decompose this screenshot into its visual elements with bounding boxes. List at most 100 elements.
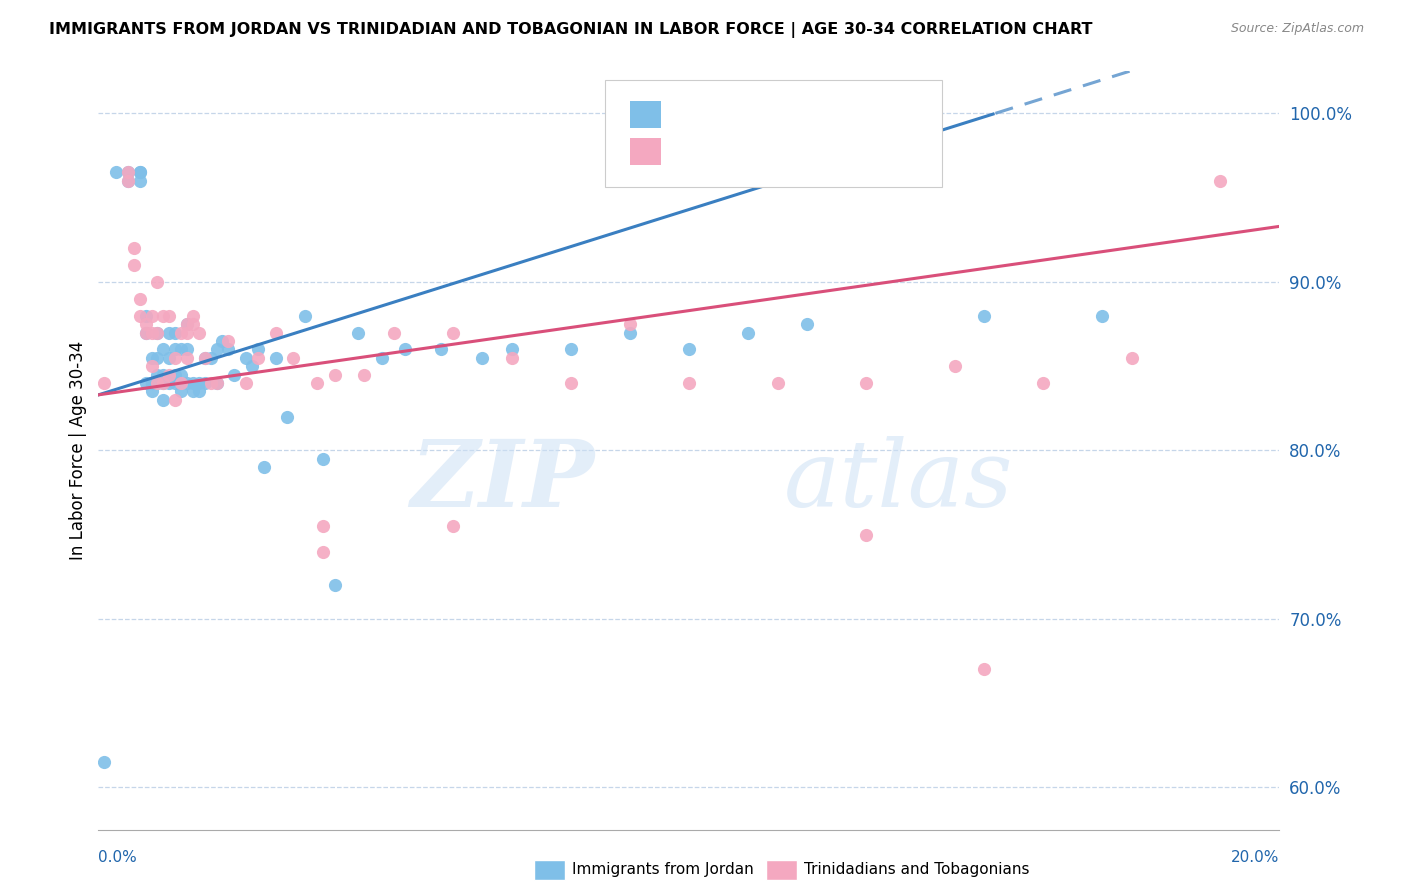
Text: Trinidadians and Tobagonians: Trinidadians and Tobagonians: [804, 863, 1029, 877]
Point: [294, 309, 316, 323]
Point: [117, 165, 139, 179]
Point: [1209, 174, 1232, 188]
Point: [371, 351, 394, 365]
Point: [117, 165, 139, 179]
Point: [1091, 309, 1114, 323]
Point: [146, 275, 169, 289]
Point: [152, 376, 174, 390]
Point: [176, 376, 198, 390]
Y-axis label: In Labor Force | Age 30-34: In Labor Force | Age 30-34: [69, 341, 87, 560]
Point: [157, 326, 180, 340]
Point: [176, 343, 198, 357]
Point: [353, 368, 375, 382]
Point: [141, 359, 163, 374]
Point: [766, 376, 789, 390]
Point: [217, 334, 239, 348]
Point: [471, 351, 494, 365]
Point: [176, 326, 198, 340]
Point: [181, 384, 204, 399]
Point: [560, 343, 582, 357]
Point: [323, 368, 346, 382]
Point: [973, 663, 995, 677]
Point: [943, 359, 966, 374]
Point: [347, 326, 370, 340]
Point: [152, 309, 174, 323]
Point: [1032, 376, 1054, 390]
Point: [181, 309, 204, 323]
Point: [122, 241, 145, 255]
Point: [1121, 351, 1143, 365]
Point: [235, 351, 257, 365]
Point: [152, 368, 174, 382]
Point: [187, 384, 209, 399]
Point: [855, 376, 877, 390]
Point: [187, 326, 209, 340]
Point: [93, 376, 115, 390]
Point: [441, 519, 464, 533]
Point: [181, 376, 204, 390]
Point: [135, 326, 157, 340]
Point: [146, 326, 169, 340]
Point: [176, 351, 198, 365]
Point: [312, 451, 335, 466]
Point: [737, 326, 759, 340]
Point: [200, 351, 222, 365]
Point: [165, 392, 187, 407]
Point: [176, 317, 198, 331]
Point: [170, 384, 193, 399]
Point: [501, 351, 523, 365]
Point: [430, 343, 453, 357]
Point: [217, 343, 239, 357]
Point: [165, 351, 187, 365]
Point: [146, 351, 169, 365]
Point: [146, 326, 169, 340]
Point: [181, 317, 204, 331]
Point: [170, 343, 193, 357]
Point: [128, 165, 150, 179]
Text: Immigrants from Jordan: Immigrants from Jordan: [572, 863, 754, 877]
Point: [141, 376, 163, 390]
Point: [135, 317, 157, 331]
Text: 0.0%: 0.0%: [98, 850, 138, 864]
Point: [323, 578, 346, 592]
Point: [141, 384, 163, 399]
Point: [146, 376, 169, 390]
Point: [117, 174, 139, 188]
Point: [205, 343, 228, 357]
Point: [246, 351, 269, 365]
Point: [141, 351, 163, 365]
Point: [224, 368, 246, 382]
Point: [152, 343, 174, 357]
Point: [165, 376, 187, 390]
Point: [678, 343, 700, 357]
Text: Source: ZipAtlas.com: Source: ZipAtlas.com: [1230, 22, 1364, 36]
Text: IMMIGRANTS FROM JORDAN VS TRINIDADIAN AND TOBAGONIAN IN LABOR FORCE | AGE 30-34 : IMMIGRANTS FROM JORDAN VS TRINIDADIAN AN…: [49, 22, 1092, 38]
Point: [128, 165, 150, 179]
Point: [796, 317, 818, 331]
Point: [305, 376, 328, 390]
Point: [205, 376, 228, 390]
Point: [235, 376, 257, 390]
Point: [678, 376, 700, 390]
Point: [128, 174, 150, 188]
Point: [276, 409, 298, 424]
Point: [382, 326, 405, 340]
Point: [128, 292, 150, 306]
Point: [264, 351, 287, 365]
Point: [170, 368, 193, 382]
Point: [855, 527, 877, 541]
Point: [146, 376, 169, 390]
Point: [165, 326, 187, 340]
Point: [187, 376, 209, 390]
Point: [152, 376, 174, 390]
Point: [170, 326, 193, 340]
Point: [312, 519, 335, 533]
Point: [152, 392, 174, 407]
Point: [619, 317, 641, 331]
Point: [157, 309, 180, 323]
Point: [205, 376, 228, 390]
Text: atlas: atlas: [783, 436, 1012, 525]
Point: [194, 376, 217, 390]
Point: [135, 376, 157, 390]
Point: [117, 174, 139, 188]
